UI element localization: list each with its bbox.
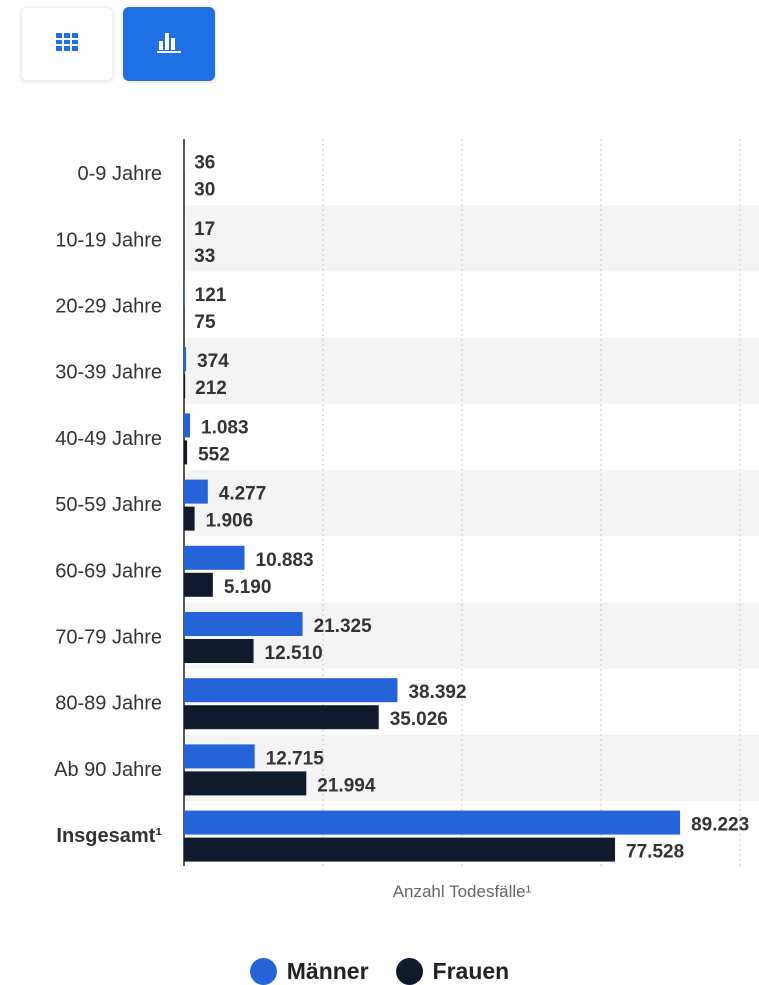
bar-maenner <box>184 413 190 437</box>
chart-legend: Männer Frauen <box>0 958 759 985</box>
bar-frauen <box>184 374 185 398</box>
data-label: 36 <box>194 153 215 174</box>
bar-frauen <box>184 507 195 531</box>
data-label: 10.883 <box>256 550 314 571</box>
bar-frauen <box>184 771 306 795</box>
bar-maenner <box>184 744 255 768</box>
data-label: 5.190 <box>224 577 272 598</box>
legend-dot <box>250 958 277 985</box>
bar-maenner <box>184 347 186 371</box>
bar-frauen <box>184 573 213 597</box>
category-label: 80-89 Jahre <box>55 693 162 715</box>
legend-dot <box>396 958 423 985</box>
data-label: 4.277 <box>219 484 267 505</box>
data-label: 121 <box>195 285 227 306</box>
data-label: 1.906 <box>206 511 254 532</box>
category-label: 40-49 Jahre <box>55 428 162 450</box>
data-label: 12.715 <box>266 748 325 769</box>
bar-frauen <box>184 705 379 729</box>
category-label: Ab 90 Jahre <box>54 759 162 781</box>
data-label: 12.510 <box>265 643 323 664</box>
category-label: 0-9 Jahre <box>78 163 163 185</box>
legend-item-frauen[interactable]: Frauen <box>396 958 510 985</box>
x-axis-label: Anzahl Todesfälle¹ <box>393 882 532 901</box>
data-label: 212 <box>195 378 227 399</box>
bar-maenner <box>184 480 208 504</box>
bar-maenner <box>184 612 303 636</box>
data-label: 21.994 <box>317 775 376 796</box>
bar-maenner <box>184 811 680 835</box>
bar-frauen <box>184 639 254 663</box>
bar-frauen <box>184 838 615 862</box>
category-label: Insgesamt¹ <box>56 825 162 847</box>
row-band <box>184 470 759 536</box>
data-label: 77.528 <box>626 842 684 863</box>
bar-chart: 0-9 Jahre 36 30 10-19 Jahre 17 33 20-29 Jahre 1… <box>0 0 759 935</box>
data-label: 552 <box>198 444 230 465</box>
row-band <box>184 205 759 271</box>
row-band <box>184 338 759 404</box>
bar-maenner <box>184 546 245 570</box>
data-label: 1.083 <box>201 417 249 438</box>
legend-label: Frauen <box>433 958 510 985</box>
category-label: 60-69 Jahre <box>55 560 162 582</box>
legend-label: Männer <box>287 958 369 985</box>
data-label: 21.325 <box>314 616 373 637</box>
data-label: 89.223 <box>691 815 749 836</box>
bar-maenner <box>184 281 185 305</box>
legend-item-maenner[interactable]: Männer <box>250 958 369 985</box>
data-label: 374 <box>197 351 229 372</box>
category-label: 70-79 Jahre <box>55 627 162 649</box>
data-label: 35.026 <box>390 709 448 730</box>
category-label: 50-59 Jahre <box>55 494 162 516</box>
bar-frauen <box>184 440 187 464</box>
data-label: 17 <box>194 219 215 240</box>
data-label: 75 <box>194 312 216 333</box>
data-label: 30 <box>194 180 215 201</box>
bar-maenner <box>184 678 397 702</box>
category-label: 30-39 Jahre <box>55 362 162 384</box>
category-label: 20-29 Jahre <box>55 296 162 318</box>
data-label: 38.392 <box>408 682 466 703</box>
category-label: 10-19 Jahre <box>55 229 162 251</box>
data-label: 33 <box>194 246 215 267</box>
